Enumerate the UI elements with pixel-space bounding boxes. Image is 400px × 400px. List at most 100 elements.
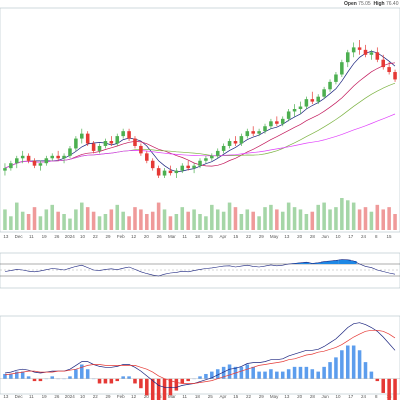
volume-bar bbox=[298, 209, 303, 230]
macd-histogram-bar bbox=[15, 371, 19, 379]
candle-body bbox=[221, 145, 226, 151]
x-tick-label: 11 bbox=[29, 394, 34, 399]
macd-histogram-bar bbox=[38, 378, 43, 382]
x-tick-label: Feb bbox=[117, 234, 125, 239]
volume-bar bbox=[251, 211, 255, 230]
macd-histogram-bar bbox=[310, 369, 315, 379]
candle-body bbox=[133, 138, 137, 146]
macd-histogram-bar bbox=[363, 362, 368, 379]
volume-bar bbox=[192, 209, 196, 230]
volume-bar bbox=[115, 204, 120, 230]
x-tick-label: 20 bbox=[144, 234, 150, 239]
macd-histogram-bar bbox=[275, 371, 279, 379]
volume-bar bbox=[26, 214, 31, 230]
x-tick-label: May bbox=[270, 394, 279, 399]
candle-body bbox=[210, 155, 214, 159]
volume-bar bbox=[280, 211, 285, 230]
candle-body bbox=[109, 141, 114, 144]
volume-bar bbox=[156, 202, 161, 230]
x-tick-label: Apr bbox=[219, 234, 227, 239]
candle-body bbox=[292, 109, 297, 112]
macd-histogram-bar bbox=[85, 369, 90, 379]
candle-body bbox=[245, 131, 250, 137]
candle-body bbox=[269, 121, 273, 127]
x-tick-label: 10 bbox=[335, 234, 341, 239]
volume-bar bbox=[3, 209, 7, 230]
x-tick-label: 22 bbox=[93, 394, 99, 399]
volume-bar bbox=[239, 214, 244, 230]
macd-histogram-bar bbox=[26, 376, 31, 379]
volume-bar bbox=[56, 211, 60, 230]
high-label: High bbox=[373, 1, 385, 7]
macd-histogram-bar bbox=[263, 371, 267, 379]
macd-histogram-bar bbox=[239, 366, 244, 379]
candle-body bbox=[215, 150, 220, 156]
volume-bar bbox=[328, 209, 332, 230]
volume-bar bbox=[180, 207, 185, 230]
macd-histogram-bar bbox=[251, 366, 255, 379]
volume-bar bbox=[80, 202, 84, 230]
volume-bar bbox=[227, 202, 232, 230]
candle-body bbox=[115, 136, 120, 144]
candle-body bbox=[85, 133, 90, 144]
x-tick-label: 2024 bbox=[65, 394, 76, 399]
macd-histogram-bar bbox=[227, 364, 232, 379]
macd-histogram-bar bbox=[97, 378, 102, 384]
volume-bar bbox=[20, 211, 25, 230]
candle-body bbox=[393, 72, 397, 80]
x-tick-label: 19 bbox=[42, 394, 48, 399]
candle-body bbox=[198, 160, 202, 166]
volume-bar bbox=[85, 207, 90, 230]
volume-bar bbox=[162, 209, 167, 230]
macd-histogram-bar bbox=[322, 366, 326, 379]
x-tick-label: 26 bbox=[54, 394, 60, 399]
volume-bar bbox=[375, 204, 380, 230]
x-tick-label: 15 bbox=[233, 394, 239, 399]
macd-histogram-bar bbox=[133, 378, 137, 384]
candle-body bbox=[257, 131, 261, 134]
volume-bar bbox=[369, 211, 374, 230]
candle-body bbox=[357, 47, 362, 50]
volume-bar bbox=[62, 214, 66, 230]
candle-body bbox=[275, 121, 279, 124]
volume-bar bbox=[322, 202, 326, 230]
volume-bar bbox=[245, 209, 250, 230]
candle-body bbox=[180, 165, 185, 171]
candle-body bbox=[74, 138, 78, 149]
candle-body bbox=[233, 141, 238, 144]
x-tick-label: 19 bbox=[42, 234, 48, 239]
macd-histogram-bar bbox=[387, 378, 391, 400]
candle-body bbox=[239, 136, 244, 144]
candle-body bbox=[20, 155, 25, 159]
candle-body bbox=[351, 47, 356, 53]
volume-bar bbox=[334, 207, 338, 230]
candle-body bbox=[280, 118, 285, 124]
volume-bar bbox=[316, 204, 320, 230]
x-tick-label: 24 bbox=[361, 234, 367, 239]
oscillator-line bbox=[4, 259, 396, 277]
x-tick-label: 11 bbox=[182, 394, 187, 399]
macd-histogram-bar bbox=[20, 371, 25, 379]
x-tick-label: 29 bbox=[259, 234, 265, 239]
x-tick-label: 29 bbox=[106, 234, 112, 239]
candle-body bbox=[286, 111, 291, 119]
candle-body bbox=[363, 49, 368, 55]
macd-histogram-bar bbox=[127, 376, 131, 379]
x-tick-label: 26 bbox=[157, 234, 163, 239]
volume-bar bbox=[387, 207, 391, 230]
candle-body bbox=[316, 96, 320, 102]
volume-bar bbox=[340, 198, 344, 230]
candle-body bbox=[227, 141, 232, 146]
volume-bar bbox=[198, 214, 202, 230]
macd-histogram-bar bbox=[139, 378, 143, 389]
candle-body bbox=[345, 52, 350, 63]
macd-histogram-bar bbox=[3, 373, 7, 379]
volume-bar bbox=[38, 216, 43, 230]
macd-histogram-bar bbox=[32, 378, 37, 382]
candle-body bbox=[3, 168, 7, 171]
macd-histogram-bar bbox=[292, 366, 297, 379]
volume-bar bbox=[204, 216, 208, 230]
macd-histogram-bar bbox=[198, 376, 202, 379]
x-tick-label: 25 bbox=[208, 394, 214, 399]
